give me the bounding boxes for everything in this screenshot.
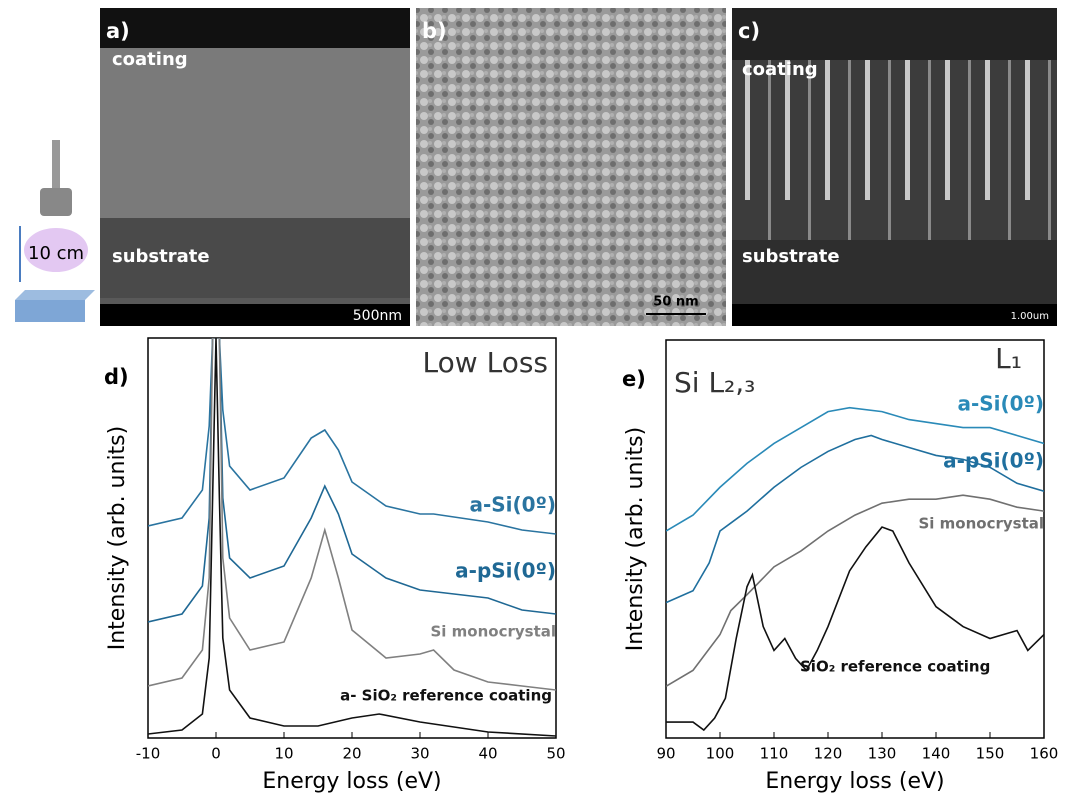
coating-layer (100, 48, 410, 218)
x-tick-label: 120 (814, 745, 843, 763)
x-tick-label: -10 (136, 745, 161, 763)
x-tick-label: 140 (922, 745, 951, 763)
scale-strip (100, 304, 410, 326)
series-label: a-Si(0º) (957, 392, 1044, 416)
series-line (148, 338, 556, 691)
plot-frame (665, 339, 1045, 739)
panel-text: substrate (742, 246, 840, 267)
x-tick-label: 10 (274, 745, 293, 763)
series-line (148, 338, 556, 737)
annotation: L₁ (995, 342, 1022, 375)
substrate-layer (732, 240, 1057, 310)
top-dark (100, 8, 410, 48)
panel-label: d) (104, 365, 129, 389)
series-line (666, 526, 1044, 732)
annotation: Si L₂,₃ (674, 366, 755, 399)
scale-label: 500nm (353, 308, 402, 324)
chart-title: Low Loss (423, 346, 548, 379)
x-tick-label: 30 (410, 745, 429, 763)
series-label: a-pSi(0º) (943, 449, 1044, 473)
panel-text: coating (112, 49, 188, 70)
distance-label: 10 cm (28, 243, 84, 264)
x-tick-label: 100 (706, 745, 735, 763)
x-tick-label: 110 (760, 745, 789, 763)
x-axis-title: Energy loss (eV) (765, 769, 944, 794)
series-line (148, 338, 556, 535)
series-label: SiO₂ reference coating (800, 658, 990, 676)
series-line (666, 434, 1044, 604)
x-tick-label: 50 (546, 745, 565, 763)
series-label: a- SiO₂ reference coating (340, 687, 552, 705)
x-tick-label: 40 (478, 745, 497, 763)
x-tick-label: 20 (342, 745, 361, 763)
scale-label: 1.00um (1011, 311, 1049, 322)
panel-label: a) (106, 19, 130, 43)
series-line (666, 494, 1044, 687)
x-tick-label: 90 (656, 745, 675, 763)
series-line (666, 406, 1044, 532)
x-tick-label: 160 (1030, 745, 1059, 763)
scale-strip (732, 304, 1057, 326)
y-axis-title: Intensity (arb. units) (623, 427, 648, 651)
panel-label: b) (422, 19, 447, 43)
x-tick-label: 130 (868, 745, 897, 763)
panel-text: coating (742, 59, 818, 80)
x-tick-label: 150 (976, 745, 1005, 763)
series-label: Si monocrystal (918, 515, 1044, 533)
x-axis-title: Energy loss (eV) (262, 769, 441, 794)
y-axis-title: Intensity (arb. units) (105, 426, 130, 650)
micrograph (416, 8, 726, 326)
scale-label: 50 nm (653, 295, 698, 310)
panel-label: c) (738, 19, 760, 43)
panel-text: substrate (112, 246, 210, 267)
top-dark (732, 8, 1057, 60)
panel-label: e) (622, 367, 646, 391)
x-tick-label: 0 (211, 745, 221, 763)
series-label: a-Si(0º) (469, 493, 556, 517)
series-label: a-pSi(0º) (455, 559, 556, 583)
series-label: Si monocrystal (430, 623, 556, 641)
substrate-layer (100, 218, 410, 298)
setup-icon (15, 140, 95, 322)
